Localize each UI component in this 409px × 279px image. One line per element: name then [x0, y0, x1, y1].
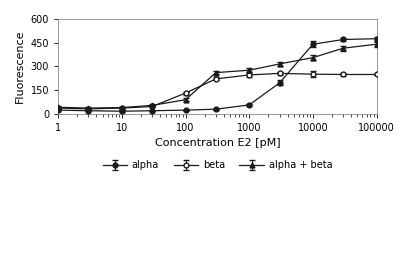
X-axis label: Concentration E2 [pM]: Concentration E2 [pM]	[154, 138, 279, 148]
Legend: alpha, beta, alpha + beta: alpha, beta, alpha + beta	[99, 156, 335, 174]
Y-axis label: Fluorescence: Fluorescence	[15, 30, 25, 103]
